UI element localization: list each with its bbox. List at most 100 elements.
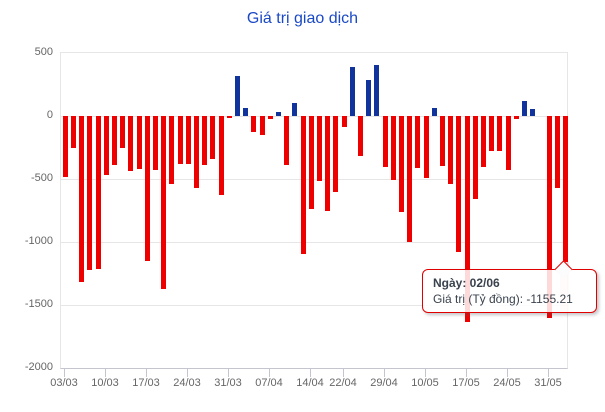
tooltip-value: Giá trị (Tỷ đồng): -1155.21 (433, 292, 573, 306)
x-axis-tick (187, 368, 188, 377)
bar[interactable] (120, 116, 126, 148)
x-axis-label: 17/05 (452, 377, 480, 389)
bar[interactable] (464, 116, 470, 323)
y-axis-label: -500 (30, 172, 53, 184)
bar[interactable] (210, 116, 216, 160)
bar[interactable] (185, 116, 191, 165)
bar[interactable] (292, 102, 298, 116)
bar[interactable] (563, 116, 568, 262)
bar[interactable] (161, 116, 167, 290)
bar[interactable] (71, 116, 76, 149)
bar[interactable] (267, 116, 273, 120)
bar[interactable] (276, 112, 281, 116)
bar[interactable] (399, 116, 404, 212)
bar[interactable] (79, 116, 85, 283)
bar[interactable] (259, 116, 265, 136)
bar[interactable] (546, 116, 552, 318)
x-axis-tick (466, 368, 467, 377)
bar[interactable] (390, 116, 396, 181)
x-axis-label: 10/05 (411, 377, 439, 389)
bar[interactable] (308, 116, 314, 209)
plot-area (60, 52, 568, 369)
bar[interactable] (300, 116, 306, 254)
bar[interactable] (177, 116, 183, 165)
chart-title: Giá trị giao dịch (246, 10, 359, 27)
bar[interactable] (374, 65, 380, 116)
gridline (61, 242, 567, 243)
x-axis-tick (228, 368, 229, 377)
bar[interactable] (333, 116, 339, 192)
y-axis-label: 500 (34, 46, 53, 58)
bar[interactable] (95, 116, 101, 269)
bar[interactable] (194, 116, 199, 188)
x-axis-tick (105, 368, 106, 377)
x-axis-tick (64, 368, 65, 377)
x-axis-label: 29/04 (370, 377, 398, 389)
bar[interactable] (456, 116, 462, 253)
bar[interactable] (481, 116, 486, 167)
bar[interactable] (235, 76, 240, 116)
bar[interactable] (349, 67, 355, 116)
bar[interactable] (128, 116, 134, 172)
tooltip: Ngày: 02/06 Giá trị (Tỷ đồng): -1155.21 (422, 260, 597, 313)
y-axis-label: 0 (46, 109, 53, 121)
bar[interactable] (325, 116, 331, 211)
bar[interactable] (153, 116, 158, 171)
x-axis-label: 24/05 (493, 377, 521, 389)
x-axis-label: 17/03 (132, 377, 160, 389)
bar[interactable] (136, 116, 142, 170)
bar[interactable] (423, 116, 429, 178)
x-axis-label: 22/04 (329, 377, 357, 389)
bar[interactable] (169, 116, 175, 184)
bar[interactable] (218, 116, 224, 196)
y-axis-label: -1000 (24, 235, 53, 247)
x-axis-tick (548, 368, 549, 377)
bar[interactable] (87, 116, 93, 270)
bar[interactable] (489, 116, 495, 151)
bar[interactable] (284, 116, 290, 165)
x-axis-label: 10/03 (91, 377, 119, 389)
bar[interactable] (448, 116, 454, 185)
bar[interactable] (513, 116, 519, 119)
bar[interactable] (251, 116, 257, 132)
bar[interactable] (62, 116, 68, 177)
x-axis-tick (507, 368, 508, 377)
bar[interactable] (472, 116, 478, 200)
x-axis-tick (425, 368, 426, 377)
bar[interactable] (530, 109, 536, 116)
bar[interactable] (358, 116, 363, 156)
gridline (61, 305, 567, 306)
bar[interactable] (243, 107, 249, 116)
bar[interactable] (144, 116, 150, 261)
gridline (61, 116, 567, 117)
bar[interactable] (407, 116, 413, 243)
bar[interactable] (202, 116, 208, 165)
bar[interactable] (341, 116, 347, 128)
bar[interactable] (366, 79, 372, 116)
x-axis-label: 03/03 (50, 377, 78, 389)
bar[interactable] (522, 101, 527, 116)
bar[interactable] (317, 116, 322, 181)
bar[interactable] (440, 116, 445, 166)
x-axis-label: 31/03 (214, 377, 242, 389)
bar[interactable] (103, 116, 109, 176)
x-axis-label: 07/04 (255, 377, 283, 389)
bar[interactable] (554, 116, 560, 189)
x-axis-label: 24/03 (173, 377, 201, 389)
x-axis-label: 14/04 (296, 377, 324, 389)
bar[interactable] (415, 116, 421, 168)
x-axis-tick (269, 368, 270, 377)
x-axis-tick (384, 368, 385, 377)
x-axis-tick (310, 368, 311, 377)
x-axis-tick (146, 368, 147, 377)
bar[interactable] (431, 107, 437, 116)
y-axis-label: -1500 (24, 298, 53, 310)
bar[interactable] (382, 116, 388, 167)
bar[interactable] (112, 116, 117, 166)
bar[interactable] (505, 116, 511, 171)
x-axis-label: 31/05 (534, 377, 562, 389)
bar[interactable] (226, 116, 232, 119)
tooltip-date: Ngày: 02/06 (433, 276, 500, 290)
bar[interactable] (497, 116, 503, 151)
